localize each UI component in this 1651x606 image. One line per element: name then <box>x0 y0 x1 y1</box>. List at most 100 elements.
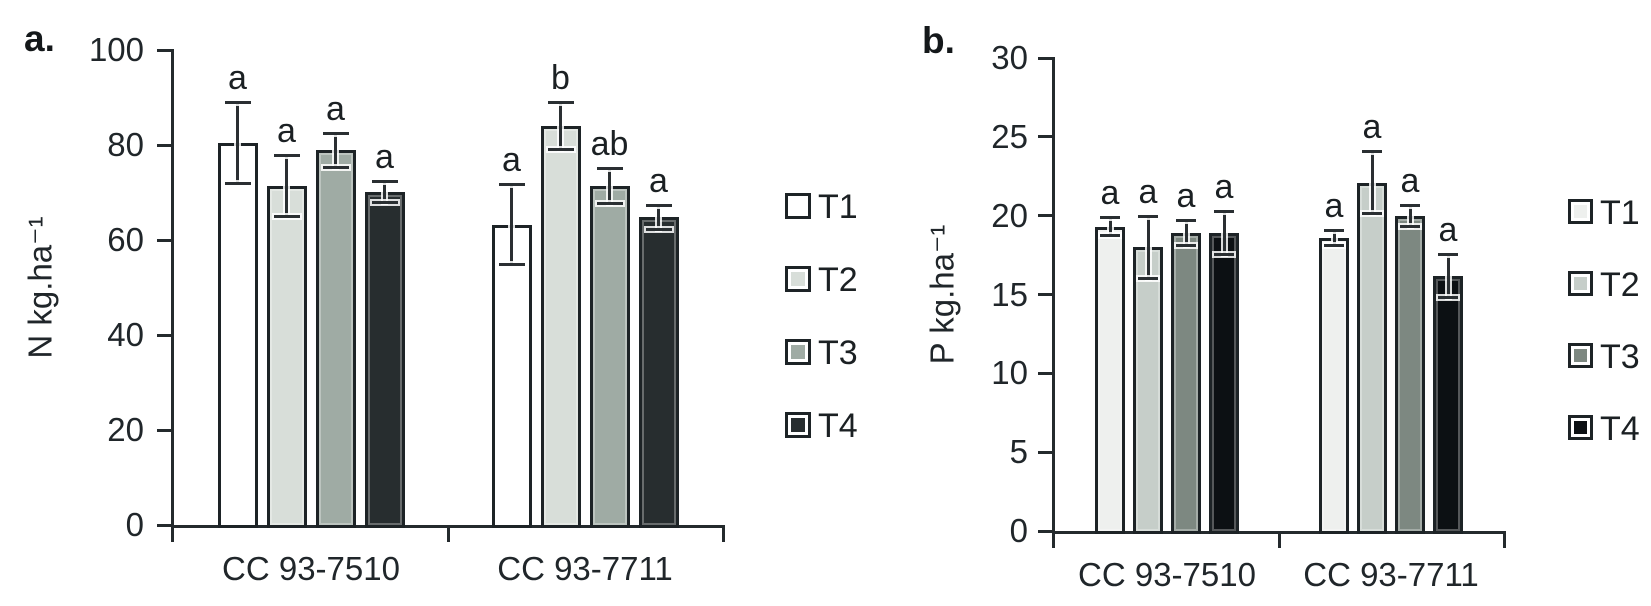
legend-swatch <box>785 339 811 365</box>
legend-item-t4: T4 <box>1568 412 1651 446</box>
y-tick <box>1038 293 1052 296</box>
legend-item-t3: T3 <box>785 336 905 370</box>
legend-swatch <box>785 266 811 292</box>
sig-letter: a <box>502 141 521 180</box>
panel-b-label: b. <box>922 20 955 61</box>
error-bar-top-cap <box>322 131 349 135</box>
bar-t2-cat1 <box>1133 247 1163 534</box>
legend-label: T3 <box>818 334 858 372</box>
error-bar-top-cap <box>1362 150 1382 154</box>
error-bar-top-cap <box>1324 228 1344 232</box>
error-bar <box>1332 229 1336 246</box>
legend-item-t1: T1 <box>785 190 905 224</box>
legend-swatch-fill <box>791 345 805 359</box>
y-tick-label: 10 <box>991 354 1028 392</box>
error-bar-bottom-cap <box>1400 224 1420 228</box>
y-tick <box>157 428 171 432</box>
legend-swatch-fill <box>1574 205 1587 218</box>
sig-letter: a <box>649 161 668 200</box>
panel-b: b. P kg.ha⁻¹ 0 5 10 15 20 25 30 a a a a CC 93-7510 a a a… <box>870 0 1651 606</box>
error-bar-top-cap <box>1138 214 1158 218</box>
bar-t4-cat1 <box>364 192 405 528</box>
error-bar <box>1370 151 1374 215</box>
legend-swatch <box>1568 343 1593 368</box>
y-tick <box>157 48 171 52</box>
error-bar-top-cap <box>596 166 623 170</box>
bar-t3-cat1 <box>1171 233 1201 534</box>
error-bar-bottom-cap <box>1362 212 1382 216</box>
error-bar-bottom-cap <box>1438 295 1458 299</box>
y-tick-label: 20 <box>107 411 144 448</box>
error-bar-bottom-cap <box>1214 253 1234 257</box>
x-axis-boundary-tick <box>1052 531 1055 548</box>
y-tick-label: 20 <box>991 196 1028 234</box>
legend-swatch-fill <box>791 418 805 432</box>
x-axis-boundary-tick <box>722 525 725 542</box>
error-bar-bottom-cap <box>371 201 398 205</box>
error-bar-bottom-cap <box>1324 243 1344 247</box>
legend-item-t3: T3 <box>1568 340 1651 374</box>
legend-swatch-fill <box>791 272 805 286</box>
panel-a: a. N kg.ha⁻¹ 0 20 40 60 80 100 a a a a CC 93-7510 a b a… <box>22 18 858 587</box>
error-bar-top-cap <box>1400 203 1420 207</box>
sig-letter: a <box>1176 177 1196 216</box>
x-category-label: CC 93-7510 <box>222 550 400 587</box>
panel-a-label: a. <box>24 18 55 59</box>
error-bar-top-cap <box>547 101 574 105</box>
error-bar-top-cap <box>1214 209 1234 213</box>
y-tick <box>1038 214 1052 218</box>
legend-label: T3 <box>1600 338 1640 376</box>
error-bar <box>510 184 513 266</box>
y-tick <box>1038 529 1052 533</box>
bar-t4-cat2 <box>638 217 679 528</box>
legend-item-t1: T1 <box>1568 196 1651 230</box>
error-bar-top-cap <box>498 183 525 187</box>
y-tick <box>1038 371 1052 375</box>
error-bar <box>1408 204 1412 227</box>
error-bar-top-cap <box>224 100 251 104</box>
error-bar <box>1222 210 1226 256</box>
legend-label: T4 <box>818 407 858 445</box>
error-bar-bottom-cap <box>547 147 574 151</box>
legend-swatch-fill <box>791 199 805 213</box>
bar-t1-cat1 <box>1095 226 1125 534</box>
error-bar <box>383 180 386 204</box>
x-axis-boundary-tick <box>446 525 450 542</box>
error-bar <box>1446 253 1450 298</box>
error-bar-bottom-cap <box>1138 276 1158 280</box>
legend-swatch <box>1568 415 1593 440</box>
legend-label: T4 <box>1600 410 1640 448</box>
x-category-label: CC 93-7711 <box>1303 556 1479 593</box>
sig-letter: a <box>1362 108 1382 147</box>
legend-item-t2: T2 <box>1568 268 1651 302</box>
error-bar-top-cap <box>1100 216 1120 220</box>
legend-label: T1 <box>1600 194 1640 232</box>
bar-t4-cat1 <box>1209 233 1239 534</box>
y-axis <box>171 49 174 528</box>
sig-letter: a <box>375 137 394 176</box>
error-bar <box>1184 220 1188 246</box>
x-category-label: CC 93-7711 <box>497 550 673 587</box>
y-tick-label: 80 <box>107 126 144 163</box>
y-tick-label: 5 <box>1009 433 1028 471</box>
bar-t3-cat2 <box>1395 215 1425 534</box>
error-bar-top-cap <box>1176 219 1196 223</box>
sig-letter: a <box>1324 186 1344 225</box>
y-tick-label: 40 <box>107 316 144 353</box>
bar-t1-cat2 <box>491 224 532 528</box>
y-tick-label: 0 <box>1009 512 1028 549</box>
legend-label: T1 <box>818 188 858 226</box>
y-tick <box>157 143 171 147</box>
sig-letter: a <box>228 58 247 97</box>
y-tick-label: 0 <box>125 506 144 543</box>
error-bar-top-cap <box>273 153 300 157</box>
bar-t2-cat2 <box>1357 182 1387 534</box>
error-bar-bottom-cap <box>1176 243 1196 247</box>
bar-t3-cat2 <box>589 185 630 528</box>
legend-swatch <box>785 193 811 219</box>
y-tick-label: 60 <box>107 221 144 258</box>
legend-item-t4: T4 <box>785 409 905 443</box>
y-tick-label: 30 <box>991 39 1028 76</box>
x-category-label: CC 93-7510 <box>1078 556 1256 593</box>
y-tick <box>157 333 171 337</box>
